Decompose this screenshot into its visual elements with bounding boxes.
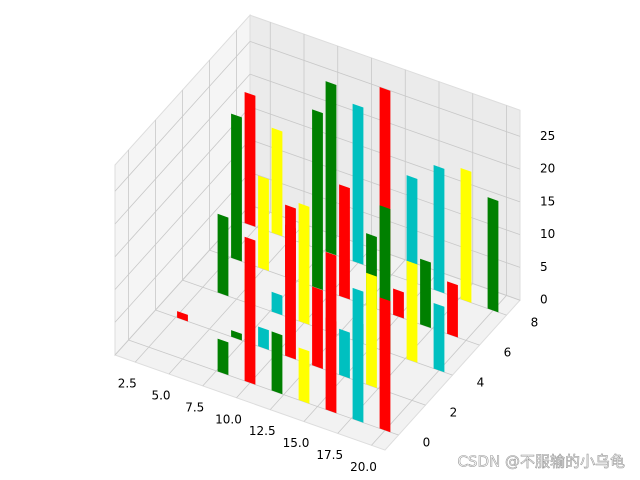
x-tick-label: 17.5 [316,448,343,462]
bar [258,326,269,350]
bar [433,165,445,294]
y-tick-label: 2 [450,406,458,420]
x-tick-label: 5.0 [151,389,170,403]
y-tick-label: 8 [531,316,539,330]
y-tick-label: 6 [504,346,512,360]
bar [258,175,269,272]
bar [487,197,499,313]
bar [460,167,472,303]
bar [298,347,310,404]
x-tick-label: 2.5 [118,377,137,391]
grid-line [249,40,521,137]
bar [271,291,283,316]
y-tick-label: 4 [477,376,485,390]
y-tick-label: 0 [423,436,431,450]
bar [325,317,337,414]
z-tick-label: 20 [540,162,555,176]
bar [447,281,458,338]
z-tick-label: 10 [540,227,555,241]
bar [406,175,418,284]
grid-line [114,73,251,225]
bar [433,302,445,373]
grid-line [114,106,251,257]
bar [177,311,188,322]
bar [352,287,364,423]
bar [298,203,310,325]
z-tick-label: 25 [540,129,555,143]
x-tick-label: 20.0 [350,460,377,474]
bar [217,338,229,376]
bar [352,103,364,265]
grid-line [114,172,251,323]
bar [325,81,337,256]
bar [339,328,350,379]
z-tick-label: 15 [540,194,555,208]
grid-line [114,139,251,290]
bar [231,330,242,341]
bar [271,331,283,395]
bar [420,258,431,329]
bar [217,213,229,297]
x-tick-label: 7.5 [185,400,204,414]
bar [244,236,256,385]
x-tick-label: 10.0 [215,412,242,426]
bar [285,224,296,360]
bar [231,113,242,262]
z-tick-label: 5 [540,260,548,274]
x-tick-label: 15.0 [283,436,310,450]
watermark: CSDN @不服输的小乌龟 [457,453,625,471]
bar [312,286,323,369]
bar [379,297,391,433]
bar [393,288,404,319]
grid-line [128,339,399,436]
grid-line [114,41,251,192]
bar [339,184,350,300]
bar [366,272,377,388]
z-tick-label: 0 [540,293,548,307]
x-tick-label: 12.5 [249,424,276,438]
bar [271,127,283,237]
bar [244,91,256,227]
bar [406,260,418,363]
bar [312,109,323,291]
bar [325,251,337,335]
